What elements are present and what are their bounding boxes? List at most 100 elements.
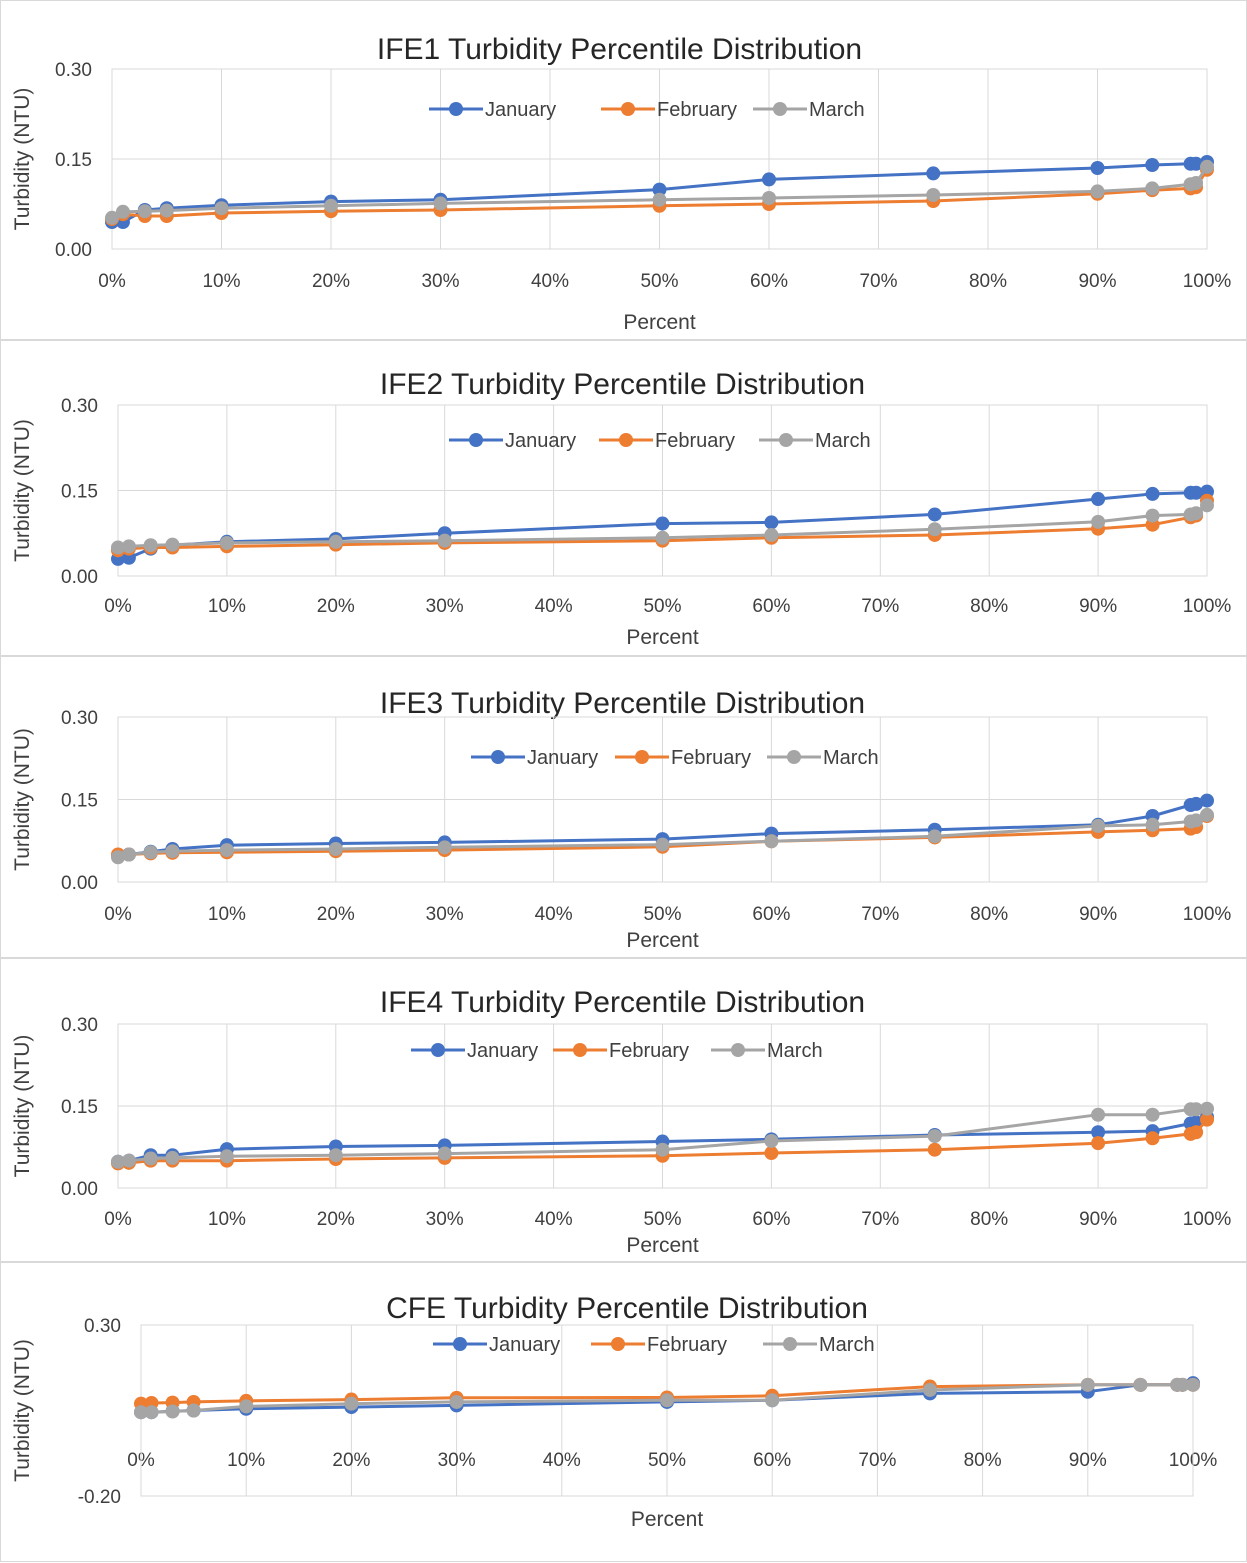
chart-title: IFE2 Turbidity Percentile Distribution (380, 368, 865, 401)
legend-swatch-marker (783, 1337, 797, 1351)
y-tick-label: 0.00 (61, 567, 98, 588)
chart-panel-ife1: IFE1 Turbidity Percentile Distribution 0%… (0, 0, 1247, 340)
data-point-march (1189, 506, 1204, 521)
legend-entry-february: February (553, 1040, 689, 1062)
data-point-january (1145, 486, 1160, 501)
data-point-march (219, 843, 234, 858)
data-point-january (1200, 793, 1214, 808)
x-tick-label: 80% (970, 596, 1008, 617)
y-tick-label: 0.15 (61, 482, 98, 503)
y-tick-label: 0.00 (61, 1179, 98, 1200)
legend-swatch-marker (731, 1043, 745, 1057)
chart-panel-ife4: IFE4 Turbidity Percentile Distribution 0%… (0, 958, 1247, 1262)
x-tick-label: 70% (861, 1209, 899, 1230)
chart-ife4: IFE4 Turbidity Percentile Distribution 0%… (11, 986, 1232, 1257)
legend-label: February (647, 1334, 727, 1356)
x-tick-label: 100% (1183, 1209, 1232, 1230)
legend-swatch-marker (779, 433, 793, 447)
data-point-march (927, 829, 942, 844)
x-axis-label: Percent (623, 311, 696, 334)
x-tick-label: 30% (438, 1450, 476, 1471)
data-point-march (1200, 1101, 1214, 1116)
data-point-march (764, 1133, 779, 1148)
x-tick-label: 20% (332, 1450, 370, 1471)
data-point-march (655, 530, 670, 545)
legend-entry-january: January (429, 99, 556, 121)
data-point-march (927, 522, 942, 537)
x-tick-label: 10% (227, 1450, 265, 1471)
data-point-march (165, 537, 180, 552)
x-tick-label: 0% (104, 1209, 132, 1230)
legend-entry-march: March (763, 1334, 875, 1356)
data-point-january (1090, 161, 1105, 175)
data-point-january (1091, 492, 1106, 507)
data-point-march (214, 201, 229, 216)
legend-swatch-marker (453, 1337, 467, 1351)
data-point-march (437, 533, 452, 548)
y-axis-label: Turbidity (NTU) (11, 88, 34, 231)
data-point-march (1200, 807, 1214, 822)
data-point-february (764, 1146, 779, 1161)
x-axis-label: Percent (626, 1234, 699, 1257)
data-point-march (1186, 1377, 1200, 1392)
data-point-march (219, 535, 234, 550)
data-point-march (328, 842, 343, 856)
data-point-january (764, 515, 779, 530)
legend-swatch-marker (635, 750, 649, 764)
x-tick-label: 80% (970, 1209, 1008, 1230)
data-point-march (1091, 1107, 1106, 1122)
x-tick-label: 60% (752, 904, 790, 925)
x-tick-label: 60% (752, 1209, 790, 1230)
y-tick-label: 0.15 (61, 791, 98, 812)
data-point-february (1091, 1136, 1106, 1151)
chart-ife2: IFE2 Turbidity Percentile Distribution 0%… (11, 368, 1231, 649)
data-point-january (926, 166, 941, 181)
legend-label: January (467, 1040, 538, 1062)
x-tick-label: 90% (1079, 596, 1117, 617)
x-tick-label: 10% (202, 271, 240, 292)
data-point-january (652, 182, 667, 197)
x-tick-label: 100% (1183, 904, 1232, 925)
x-tick-label: 70% (858, 1450, 896, 1471)
x-tick-label: 50% (643, 904, 681, 925)
data-point-march (437, 840, 452, 855)
x-tick-label: 40% (531, 271, 569, 292)
data-point-march (764, 527, 779, 542)
data-point-march (765, 1393, 780, 1408)
data-point-march (165, 844, 180, 859)
x-tick-label: 40% (535, 1209, 573, 1230)
data-point-march (324, 198, 338, 213)
legend-swatch-marker (431, 1043, 445, 1057)
data-point-march (1145, 1107, 1160, 1122)
legend-label: March (823, 747, 879, 769)
x-tick-label: 90% (1079, 904, 1117, 925)
legend-label: March (819, 1334, 875, 1356)
data-point-march (137, 204, 152, 219)
data-point-march (165, 1404, 180, 1419)
x-tick-label: 0% (104, 596, 132, 617)
data-point-march (1145, 181, 1160, 196)
data-point-march (111, 850, 125, 865)
data-point-march (1189, 813, 1204, 828)
x-tick-label: 0% (98, 271, 126, 292)
data-point-march (344, 1396, 359, 1411)
legend-swatch-marker (491, 750, 505, 764)
data-point-march (143, 1151, 158, 1166)
legend-label: March (815, 430, 871, 452)
x-tick-label: 10% (208, 1209, 246, 1230)
data-point-january (1189, 156, 1204, 171)
legend-swatch-marker (621, 102, 635, 116)
y-axis-label: Turbidity (NTU) (11, 1339, 34, 1482)
legend-label: March (809, 99, 865, 121)
y-tick-label: 0.30 (61, 1015, 98, 1036)
legend-entry-february: February (601, 99, 737, 121)
legend-swatch-marker (619, 433, 633, 447)
chart-panel-cfe: CFE Turbidity Percentile Distribution 0% 1… (0, 1262, 1247, 1562)
x-tick-label: 30% (426, 1209, 464, 1230)
data-point-march (328, 1148, 343, 1163)
data-point-march (926, 188, 941, 202)
x-axis-label: Percent (626, 929, 699, 952)
x-tick-label: 50% (640, 271, 678, 292)
legend-swatch-marker (469, 433, 483, 447)
data-point-march (1200, 498, 1214, 513)
